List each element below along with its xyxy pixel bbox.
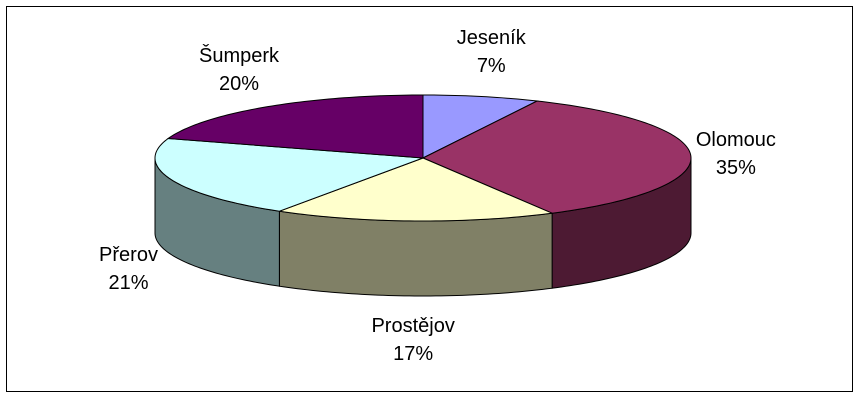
pie-slice-side xyxy=(278,210,553,297)
slice-label: Přerov xyxy=(99,244,158,266)
slice-value-label: 7% xyxy=(477,55,506,77)
slice-label: Šumperk xyxy=(199,44,280,67)
pie-slice xyxy=(422,94,539,159)
pie-tops xyxy=(154,94,692,222)
slice-value-label: 21% xyxy=(108,272,148,294)
slice-label: Olomouc xyxy=(696,129,776,151)
slice-value-label: 17% xyxy=(393,343,433,365)
pie-slice xyxy=(154,138,424,212)
slice-label: Jeseník xyxy=(457,27,527,49)
pie-sides xyxy=(154,157,692,297)
data-labels: Jeseník 7% Olomouc 35% Prostějov 17% Přerov 21%… xyxy=(99,27,776,365)
slice-value-label: 20% xyxy=(219,73,259,95)
pie-slice xyxy=(166,94,424,159)
slice-label: Prostějov xyxy=(371,315,454,337)
pie-slice xyxy=(421,100,692,214)
slice-value-label: 35% xyxy=(716,157,756,179)
pie-slice xyxy=(279,157,555,222)
